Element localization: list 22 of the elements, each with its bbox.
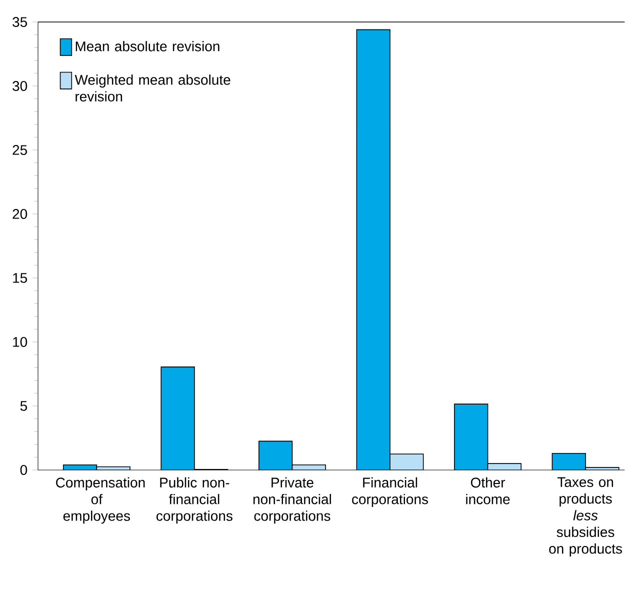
- y-tick-label: 10: [13, 337, 28, 347]
- x-tick-label: Financial corporations: [352, 477, 428, 507]
- bar: [552, 452, 586, 470]
- legend-label: Mean absolute revision: [76, 41, 220, 52]
- bar: [454, 404, 488, 470]
- legend-label: Weighted mean absolute revision: [74, 74, 230, 102]
- bar: [258, 440, 293, 470]
- x-tick-label: Other income: [466, 477, 510, 504]
- x-tick-label: Taxes on products less subsidies on products: [549, 477, 622, 556]
- y-tick-label: 30: [12, 81, 28, 91]
- y-tick-label: 25: [12, 145, 28, 155]
- y-tick-label: 15: [13, 273, 28, 283]
- y-tick-label: 0: [20, 465, 28, 475]
- bar: [390, 454, 424, 470]
- y-tick-label: 35: [12, 17, 28, 27]
- x-tick-label: Public non-financial corporations: [156, 477, 232, 524]
- bar: [356, 29, 390, 470]
- x-tick-label: Private non-financial corporations: [253, 477, 331, 524]
- bar: [160, 366, 195, 470]
- x-tick-label: Compensation of employees: [56, 477, 145, 524]
- y-tick-label: 20: [12, 209, 28, 219]
- y-tick-label: 5: [20, 401, 28, 411]
